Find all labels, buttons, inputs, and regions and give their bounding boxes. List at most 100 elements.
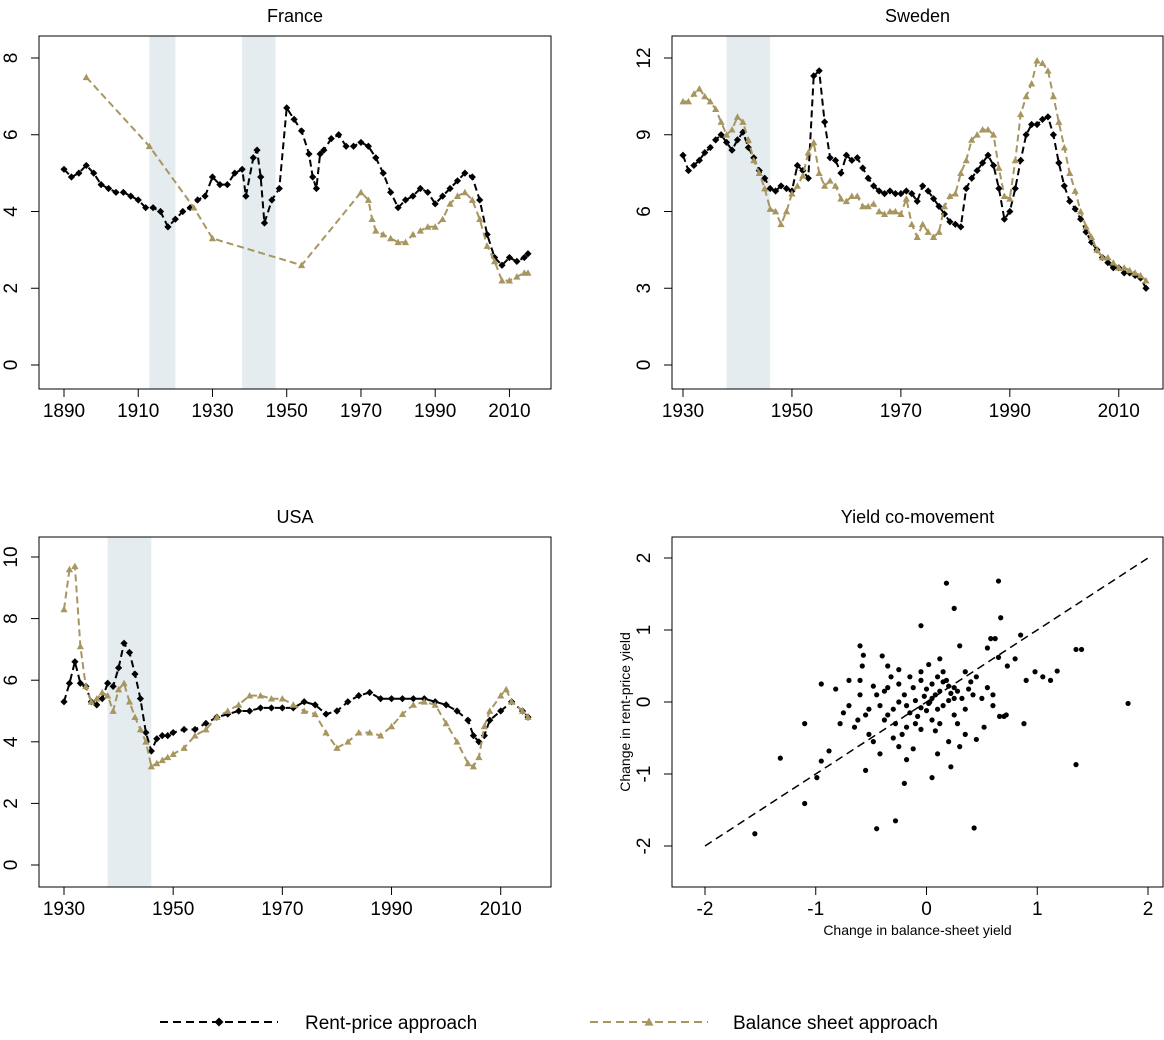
scatter-point	[1004, 663, 1010, 669]
balance-sheet-point	[897, 210, 905, 217]
rent-price-point	[995, 184, 1003, 193]
balance-sheet-point	[842, 197, 851, 205]
balance-sheet-point	[256, 692, 265, 699]
balance-sheet-point	[875, 207, 883, 215]
scatter-point	[1054, 668, 1060, 674]
x-tick-label: 1910	[117, 401, 159, 422]
legend-label: Rent-price approach	[305, 1013, 477, 1034]
scatter-point	[951, 605, 957, 612]
rent-price-point	[120, 639, 128, 647]
scatter-point	[929, 717, 935, 723]
rent-price-point	[409, 192, 417, 200]
rent-price-point	[766, 184, 774, 193]
rent-price-point	[853, 154, 861, 162]
rent-price-point	[924, 187, 932, 195]
rent-price-point	[377, 695, 385, 703]
balance-sheet-point	[810, 138, 818, 146]
rent-price-point	[864, 174, 872, 182]
balance-sheet-point	[717, 118, 725, 125]
y-tick-label: 0	[1, 860, 22, 871]
balance-sheet-point	[870, 200, 878, 207]
rent-price-point	[90, 169, 98, 177]
balance-sheet-point	[968, 136, 976, 143]
x-tick-label: 1990	[414, 401, 456, 422]
x-tick-label: -1	[807, 899, 824, 920]
balance-sheet-point	[311, 710, 319, 717]
x-tick-label: 1970	[340, 401, 382, 422]
rent-price-point	[973, 166, 981, 175]
balance-sheet-point	[1126, 266, 1134, 274]
rent-price-point	[464, 716, 472, 724]
balance-sheet-point	[147, 762, 155, 770]
balance-sheet-point	[431, 701, 439, 708]
scatter-point	[862, 712, 869, 718]
y-tick-label: 0	[1, 360, 22, 371]
balance-sheet-point	[722, 131, 731, 138]
rent-price-point	[235, 707, 243, 715]
legend-label: Balance sheet approach	[733, 1013, 938, 1034]
scatter-point	[990, 703, 996, 709]
balance-sheet-point	[190, 204, 198, 211]
scatter-point	[973, 674, 979, 680]
rent-price-point	[1104, 259, 1112, 267]
balance-sheet-point	[297, 261, 306, 269]
scatter-point	[971, 825, 977, 831]
rent-price-point	[104, 184, 113, 193]
y-tick-label: 8	[1, 53, 22, 64]
scatter-point	[995, 654, 1002, 660]
balance-sheet-point	[420, 698, 428, 705]
x-tick-label: 1950	[266, 401, 308, 422]
scatter-point	[1012, 656, 1018, 662]
scatter-point	[940, 669, 946, 675]
scatter-point	[1047, 677, 1054, 684]
balance-sheet-point	[772, 207, 780, 215]
balance-sheet-point	[946, 192, 954, 200]
scatter-point	[885, 685, 891, 691]
rent-price-point	[815, 67, 823, 75]
rent-price-point	[97, 181, 105, 189]
rent-price-point	[1120, 269, 1128, 277]
balance-sheet-point	[684, 97, 693, 105]
scatter-point	[912, 697, 919, 704]
rent-price-point	[1033, 120, 1041, 129]
scatter-point	[879, 653, 885, 659]
rent-price-point	[1060, 182, 1068, 190]
scatter-point	[851, 724, 858, 730]
scatter-point	[946, 697, 952, 704]
rent-price-point	[439, 192, 447, 200]
chart-title: France	[267, 6, 323, 26]
plot-frame	[38, 35, 552, 390]
x-tick-label: 1970	[880, 401, 922, 422]
balance-sheet-point	[208, 234, 217, 242]
rent-price-point	[461, 169, 469, 177]
shaded-period	[726, 36, 771, 389]
balance-sheet-point	[902, 195, 910, 202]
rent-price-point	[1044, 113, 1052, 121]
scatter-point	[918, 623, 924, 629]
y-tick-label: 1	[634, 625, 655, 636]
rent-price-point	[919, 182, 927, 190]
scatter-point	[932, 692, 938, 698]
balance-sheet-point	[505, 276, 514, 284]
balance-sheet-point	[120, 679, 128, 687]
scatter-point	[846, 677, 852, 684]
scatter-point	[903, 724, 910, 730]
rent-price-point	[442, 701, 450, 709]
balance-sheet-point	[913, 233, 921, 240]
balance-sheet-point	[1044, 67, 1052, 74]
scatter-point	[929, 681, 935, 687]
scatter-point	[926, 661, 932, 668]
legend-diamond-marker	[214, 1017, 224, 1027]
balance-sheet-point	[951, 189, 959, 197]
rent-price-point	[431, 200, 439, 208]
rent-price-point	[490, 253, 499, 262]
balance-sheet-point	[712, 105, 720, 113]
balance-sheet-point	[98, 688, 106, 696]
rent-price-point	[387, 188, 395, 196]
balance-sheet-point	[464, 759, 472, 767]
rent-price-point	[1017, 156, 1025, 164]
series-line	[63, 104, 529, 267]
scatter-point	[1001, 713, 1007, 720]
scatter-point	[984, 645, 991, 651]
scatter-point	[901, 780, 907, 786]
